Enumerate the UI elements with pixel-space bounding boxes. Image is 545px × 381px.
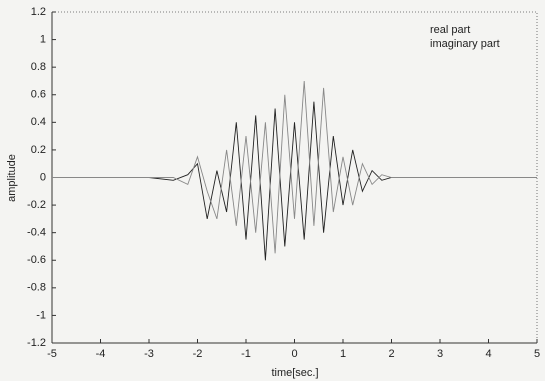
x-tick-label: -4 xyxy=(96,348,106,360)
y-tick-label: -0.8 xyxy=(27,282,46,294)
legend-label: imaginary part xyxy=(430,38,500,50)
x-tick-label: -1 xyxy=(241,348,251,360)
y-tick-label: 0.8 xyxy=(31,61,46,73)
y-tick-label: -0.6 xyxy=(27,254,46,266)
x-tick-label: -5 xyxy=(47,348,57,360)
x-tick-label: 4 xyxy=(485,348,491,360)
x-tick-label: 0 xyxy=(291,348,297,360)
y-tick-label: 0.2 xyxy=(31,144,46,156)
y-tick-label: 0.4 xyxy=(31,116,46,128)
x-axis-label: time[sec.] xyxy=(271,367,318,379)
x-tick-label: -2 xyxy=(193,348,203,360)
x-tick-label: 3 xyxy=(437,348,443,360)
y-tick-label: 1.2 xyxy=(31,6,46,18)
legend-label: real part xyxy=(430,24,470,36)
series-line xyxy=(52,80,537,254)
x-tick-label: 2 xyxy=(388,348,394,360)
x-tick-label: 5 xyxy=(534,348,540,360)
x-tick-label: -3 xyxy=(144,348,154,360)
y-tick-label: -1 xyxy=(36,309,46,321)
y-tick-label: -0.4 xyxy=(27,227,46,239)
y-tick-label: -0.2 xyxy=(27,199,46,211)
y-tick-label: 1 xyxy=(40,33,46,45)
y-tick-label: -1.2 xyxy=(27,337,46,349)
y-tick-label: 0 xyxy=(40,171,46,183)
series-line xyxy=(52,101,537,261)
y-tick-label: 0.6 xyxy=(31,89,46,101)
x-tick-label: 1 xyxy=(340,348,346,360)
y-axis-label: amplitude xyxy=(6,154,18,202)
